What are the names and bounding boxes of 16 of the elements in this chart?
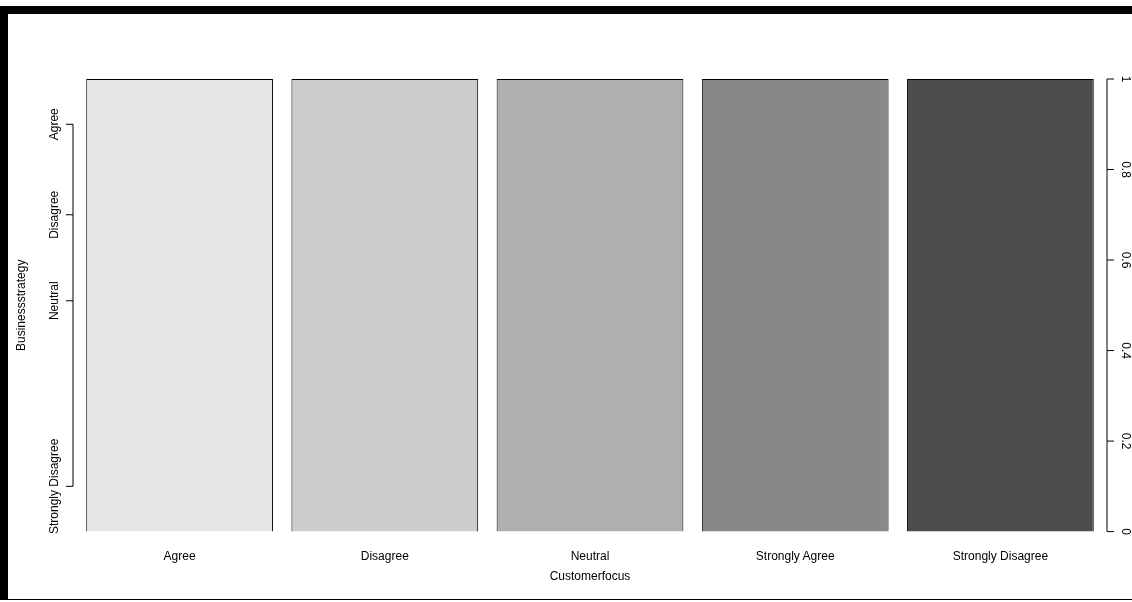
y-tick-label: 0.4 (1118, 342, 1132, 360)
x-axis-title: Customerfocus (549, 569, 631, 584)
y-tick-label: 0.8 (1118, 161, 1132, 179)
x-tick-label: Agree (163, 549, 196, 564)
text: Agree (47, 107, 62, 141)
x-tick-label: Strongly Agree (755, 549, 835, 564)
text: Disagree (47, 190, 62, 239)
y-axis-title: Businessstrategy (14, 259, 29, 351)
text: Neutral (47, 281, 62, 321)
y-tick-label: 0 (1118, 528, 1132, 536)
x-tick-label: Neutral (570, 549, 610, 564)
x-tick-label: Strongly Disagree (952, 549, 1049, 564)
y-tick-label: 0.2 (1118, 432, 1132, 450)
y-tick-label: 1 (1118, 75, 1132, 83)
y-tick-label: 0.6 (1118, 251, 1132, 269)
x-tick-label: Disagree (360, 549, 410, 564)
